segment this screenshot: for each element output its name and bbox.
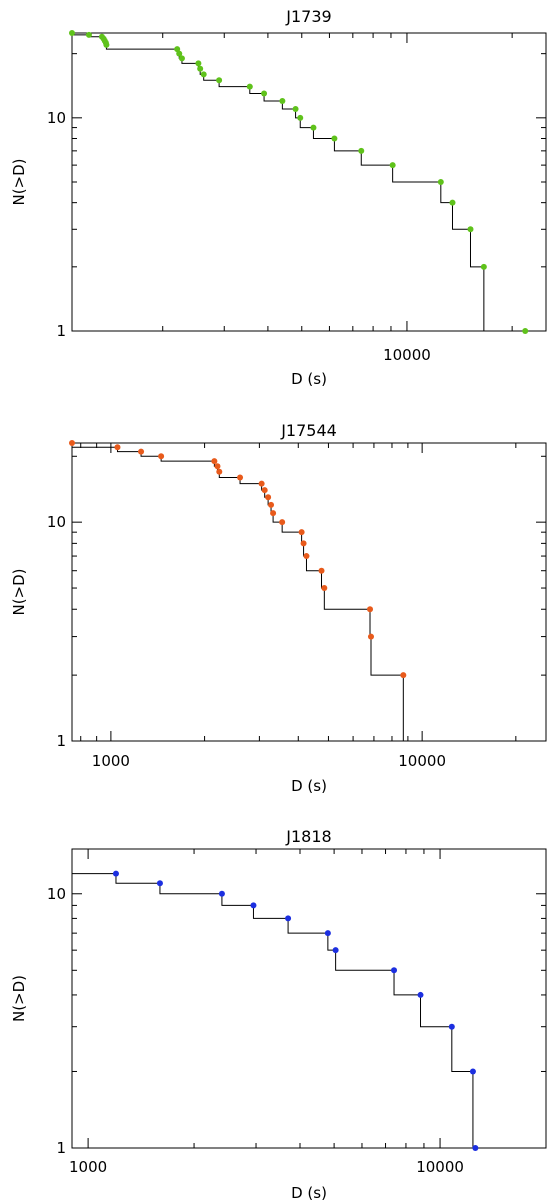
data-point [214, 463, 221, 470]
data-point [389, 162, 396, 169]
data-point [268, 501, 275, 508]
y-axis-label: N(>D) [10, 975, 28, 1022]
data-point [174, 46, 181, 53]
data-point [261, 487, 268, 494]
x-tick-label: 10000 [383, 346, 431, 364]
plot-frame [71, 848, 547, 1149]
y-tick-label: 1 [56, 1139, 66, 1157]
data-point [285, 915, 292, 922]
data-point [358, 147, 365, 154]
data-point [400, 672, 407, 679]
cumulative-step-line [71, 443, 404, 741]
plot-frame [71, 442, 547, 742]
chart-title: J17544 [280, 421, 337, 440]
x-tick-label: 1000 [69, 1158, 107, 1176]
x-tick-label: 10000 [398, 752, 446, 770]
cumulative-step-line [71, 33, 526, 332]
data-point [114, 444, 121, 451]
plot-frame [71, 32, 547, 332]
data-point [448, 1023, 455, 1030]
x-axis-label: D (s) [291, 777, 327, 795]
data-point [449, 199, 456, 206]
y-tick-label: 1 [56, 732, 66, 750]
data-point [391, 967, 398, 974]
data-point [469, 1068, 476, 1075]
data-point [265, 494, 272, 501]
data-point [310, 124, 317, 131]
data-point [195, 60, 202, 67]
data-point [103, 41, 110, 48]
data-point [178, 55, 185, 62]
data-point [292, 106, 299, 113]
y-tick-label: 10 [47, 109, 66, 127]
data-point [237, 474, 244, 481]
data-point [246, 83, 253, 90]
data-point [200, 71, 207, 78]
chart-j1818: J1818 1000 10000 1 10 D (s) N(>D) [10, 827, 547, 1202]
data-point [467, 226, 474, 233]
y-axis-label: N(>D) [10, 158, 28, 205]
chart-j17544: J17544 1000 10000 1 10 D (s) N(>D) [10, 421, 547, 795]
cumulative-step-line [72, 873, 476, 1149]
data-point [69, 30, 75, 36]
y-tick-label: 1 [56, 322, 66, 340]
data-point [158, 453, 165, 460]
x-axis-label: D (s) [291, 1184, 327, 1202]
data-point [300, 540, 307, 547]
data-point [298, 529, 305, 536]
data-point [367, 606, 374, 613]
data-point [218, 890, 225, 897]
data-point [303, 553, 310, 560]
chart-title: J1739 [285, 7, 331, 26]
data-point [176, 50, 183, 57]
data-point [480, 263, 487, 270]
data-point [332, 947, 339, 954]
data-point [297, 114, 304, 121]
data-point [318, 567, 325, 574]
data-point [85, 31, 92, 38]
data-point [216, 77, 223, 84]
data-point [331, 135, 338, 142]
data-point [250, 902, 257, 909]
data-point [156, 880, 163, 887]
data-point [472, 1145, 479, 1151]
x-tick-label: 1000 [92, 752, 130, 770]
data-point [138, 448, 145, 455]
y-tick-label: 10 [47, 513, 66, 531]
data-point [279, 519, 286, 526]
y-axis-label: N(>D) [10, 568, 28, 615]
data-point [417, 991, 424, 998]
data-point [197, 65, 204, 72]
data-point [522, 328, 529, 334]
data-point [324, 930, 331, 937]
data-point [279, 97, 286, 104]
data-point [112, 870, 119, 877]
data-point [261, 90, 268, 97]
data-point [258, 480, 265, 487]
data-point [367, 633, 374, 640]
chart-j1739: J1739 10000 1 10 D (s) N(>D) [10, 7, 547, 388]
x-tick-label: 10000 [416, 1158, 464, 1176]
data-point [211, 458, 218, 465]
chart-title: J1818 [285, 827, 331, 846]
x-axis-label: D (s) [291, 370, 327, 388]
data-point [216, 468, 223, 475]
data-point [270, 510, 277, 517]
data-point [321, 585, 328, 592]
data-point [69, 440, 75, 446]
y-tick-label: 10 [47, 885, 66, 903]
data-point [437, 179, 444, 185]
